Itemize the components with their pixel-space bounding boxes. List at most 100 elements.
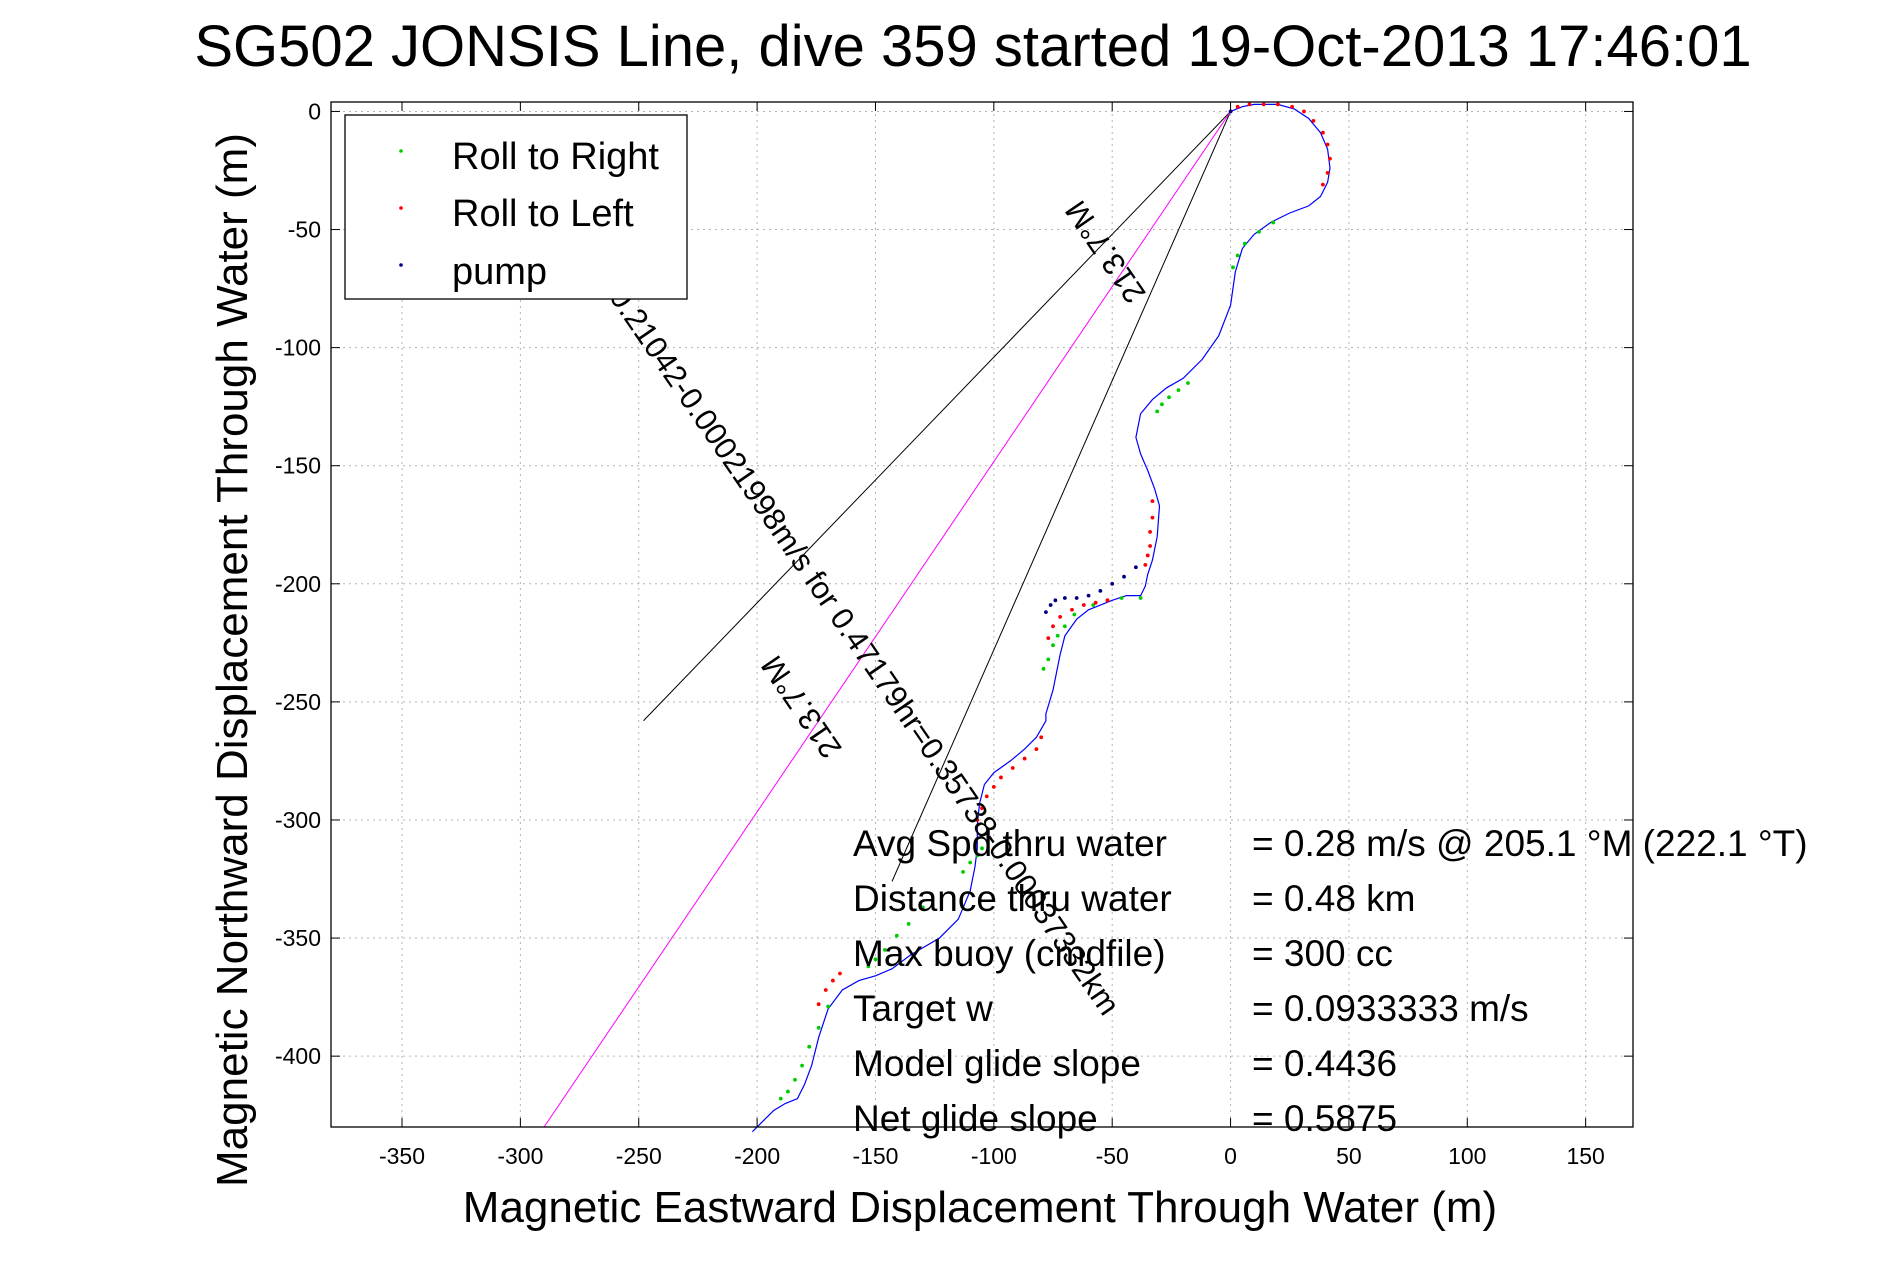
pump-point <box>1110 581 1115 586</box>
roll-right-point <box>807 1044 812 1049</box>
legend-label-pump: pump <box>452 251 547 293</box>
roll-left-point <box>1325 142 1330 147</box>
x-tick-label: 100 <box>1448 1143 1486 1169</box>
stat-value: = 300 cc <box>1252 933 1393 974</box>
y-tick-label: -50 <box>288 217 321 243</box>
stat-value: = 0.48 km <box>1252 878 1416 919</box>
roll-left-point <box>1105 598 1110 603</box>
pump-point <box>1074 596 1079 600</box>
roll-right-point <box>883 947 887 952</box>
pump-point <box>1122 574 1126 579</box>
x-tick-label: -50 <box>1096 1143 1129 1169</box>
roll-left-point <box>1039 735 1044 740</box>
x-tick-label: -250 <box>616 1143 662 1169</box>
stat-label: Model glide slope <box>853 1043 1141 1084</box>
roll-right-point <box>1176 388 1181 393</box>
roll-right-point <box>1046 657 1051 662</box>
roll-right-point <box>1051 643 1055 648</box>
roll-left-point <box>1070 607 1074 612</box>
roll-right-point <box>980 846 984 851</box>
x-tick-label: -200 <box>734 1143 780 1169</box>
roll-right-point <box>975 853 980 858</box>
stat-value: = 0.0933333 m/s <box>1252 988 1529 1029</box>
roll-right-point <box>873 957 878 962</box>
roll-left-point <box>1150 515 1155 520</box>
glider-track-line <box>751 103 1331 1133</box>
legend-label-roll-left: Roll to Left <box>452 193 634 235</box>
axis-ticks: -350 -300 -250 -200 -150 -100 -50 0 50 100 150 0 -50… <box>275 98 1633 1169</box>
stat-value: = 0.28 m/s @ 205.1 °M (222.1 °T) <box>1252 823 1808 864</box>
y-tick-label: -350 <box>275 925 321 951</box>
roll-left-point <box>838 971 842 976</box>
roll-right-point <box>1091 603 1096 607</box>
x-tick-label: 0 <box>1224 1143 1237 1169</box>
roll-left-point <box>1143 563 1148 567</box>
current-vector-line <box>543 111 1231 1128</box>
roll-right-point <box>1072 612 1077 617</box>
roll-right-point <box>1242 241 1247 246</box>
track <box>751 103 1331 1133</box>
roll-left-point <box>816 1002 821 1007</box>
y-tick-label: -200 <box>275 571 321 597</box>
roll-left-point <box>999 775 1003 780</box>
x-tick-label: -100 <box>971 1143 1017 1169</box>
legend-marker-roll-left <box>399 206 403 210</box>
roll-right-point <box>1167 395 1171 400</box>
cone-line <box>643 111 1231 722</box>
pump-point <box>1053 598 1058 603</box>
x-tick-label: 50 <box>1336 1143 1362 1169</box>
roll-right-point <box>778 1096 783 1101</box>
roll-left-point <box>1150 499 1155 504</box>
legend: Roll to Right Roll to Left pump <box>344 114 688 300</box>
roll-right-point <box>785 1089 790 1094</box>
x-axis-label: Magnetic Eastward Displacement Through W… <box>463 1183 1497 1232</box>
y-tick-label: -100 <box>275 335 321 361</box>
roll-left-point <box>1058 614 1063 619</box>
roll-left-point <box>1034 747 1039 752</box>
stat-label: Distance thru water <box>853 878 1172 919</box>
roll-right-point <box>866 964 871 969</box>
roll-right-point <box>1041 666 1046 671</box>
stat-value: = 0.5875 <box>1252 1098 1397 1139</box>
roll-right-point <box>1119 596 1124 600</box>
stat-value: = 0.4436 <box>1252 1043 1397 1084</box>
pump-point <box>1044 610 1048 615</box>
roll-left-point <box>1261 102 1266 107</box>
chart-title: SG502 JONSIS Line, dive 359 started 19-O… <box>194 14 1751 79</box>
roll-left-point <box>1325 170 1330 175</box>
roll-right-point <box>1062 624 1067 629</box>
stat-label: Avg Spd thru water <box>853 823 1167 864</box>
data-points <box>778 102 1332 1101</box>
roll-left-point <box>823 988 828 992</box>
plot-frame <box>330 101 1634 1128</box>
x-tick-label: -350 <box>379 1143 425 1169</box>
roll-right-point <box>826 1004 831 1009</box>
legend-marker-roll-right <box>399 149 403 153</box>
roll-left-point <box>1093 600 1098 605</box>
pump-point <box>1133 565 1138 570</box>
roll-left-point <box>1311 118 1316 123</box>
roll-left-point <box>1148 544 1152 548</box>
stat-label: Target w <box>853 988 993 1029</box>
x-tick-label: -150 <box>852 1143 898 1169</box>
roll-right-point <box>816 1025 821 1030</box>
roll-left-point <box>1081 603 1086 607</box>
roll-right-point <box>1186 381 1190 385</box>
roll-right-point <box>1160 402 1164 407</box>
x-tick-label: 150 <box>1566 1143 1604 1169</box>
roll-right-point <box>1235 253 1240 258</box>
roll-left-point <box>1051 624 1055 629</box>
y-tick-label: -150 <box>275 453 321 479</box>
roll-right-point <box>968 860 973 865</box>
stats-block: Avg Spd thru water = 0.28 m/s @ 205.1 °M … <box>853 823 1808 1139</box>
y-tick-label: 0 <box>308 98 321 124</box>
legend-marker-pump <box>399 263 403 267</box>
roll-right-point <box>1231 265 1235 270</box>
roll-left-point <box>991 785 996 789</box>
pump-point <box>1098 588 1103 593</box>
roll-right-point <box>906 921 911 926</box>
roll-left-point <box>1148 529 1152 534</box>
roll-left-point <box>984 794 989 799</box>
legend-label-roll-right: Roll to Right <box>452 136 659 178</box>
